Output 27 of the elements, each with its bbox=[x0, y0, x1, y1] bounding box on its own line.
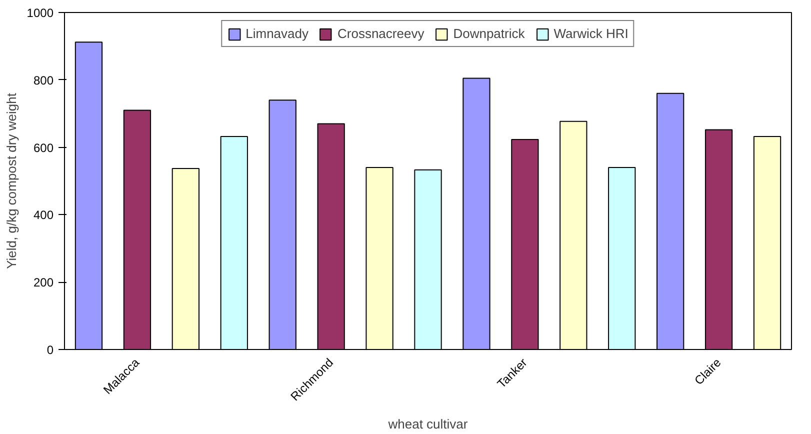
bar bbox=[74, 42, 103, 350]
y-axis-title: Yield, g/kg compost dry weight bbox=[4, 92, 19, 269]
bar bbox=[172, 168, 200, 350]
legend-label: Limnavady bbox=[246, 26, 309, 41]
legend-label: Crossnacreevy bbox=[338, 26, 424, 41]
legend-label: Downpatrick bbox=[453, 26, 525, 41]
bar bbox=[560, 120, 588, 350]
bar bbox=[317, 123, 345, 350]
bar bbox=[366, 167, 394, 350]
bar bbox=[123, 110, 152, 350]
y-tick-label: 1000 bbox=[26, 6, 54, 20]
legend-label: Warwick HRI bbox=[554, 26, 628, 41]
bar bbox=[656, 92, 684, 350]
x-axis-title: wheat cultivar bbox=[387, 416, 468, 432]
bar bbox=[511, 139, 539, 350]
y-tick-label: 400 bbox=[33, 208, 54, 222]
y-tick-label: 800 bbox=[33, 73, 54, 88]
bar bbox=[220, 136, 248, 350]
y-tick-label: 200 bbox=[33, 276, 54, 290]
bar bbox=[608, 167, 636, 350]
bar bbox=[414, 169, 442, 350]
bar bbox=[704, 129, 733, 350]
bar bbox=[268, 100, 296, 350]
y-tick-label: 0 bbox=[46, 343, 54, 357]
bar bbox=[753, 136, 782, 350]
y-tick-label: 600 bbox=[33, 140, 54, 155]
bar bbox=[462, 78, 490, 350]
